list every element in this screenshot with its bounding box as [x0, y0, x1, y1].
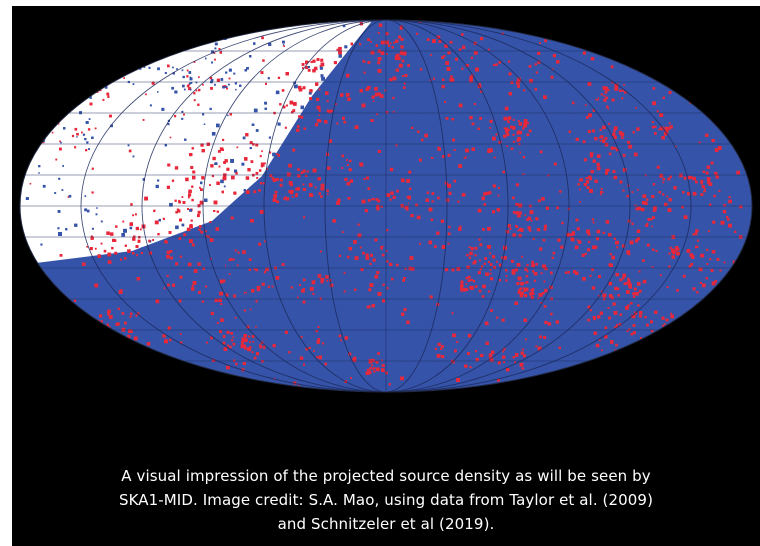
- sky-map: [19, 19, 753, 393]
- caption-line-2: SKA1-MID. Image credit: S.A. Mao, using …: [118, 491, 654, 509]
- caption-line-3: and Schnitzeler et al (2019).: [277, 515, 495, 533]
- sky-outline: [19, 19, 753, 393]
- figure-frame: A visual impression of the projected sou…: [12, 6, 760, 546]
- coordinate-grid: [20, 20, 752, 392]
- figure-caption: A visual impression of the projected sou…: [12, 464, 760, 536]
- caption-line-1: A visual impression of the projected sou…: [121, 467, 651, 485]
